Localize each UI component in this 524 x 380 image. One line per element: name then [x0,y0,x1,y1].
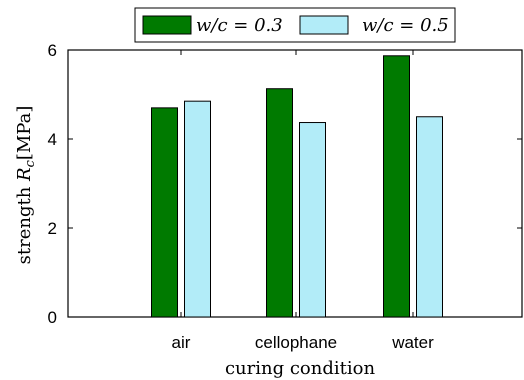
x-axis-label: curing condition [225,358,375,379]
y-tick-label: 6 [48,41,57,60]
y-tick-label: 4 [48,130,57,149]
bar-air-series-1 [151,107,178,318]
y-axis-label: strength Rc[MPa] [14,106,38,265]
bar-cellophane-series-1 [266,88,293,318]
y-axis-ticks: 0 2 4 6 [48,41,522,327]
plot-area [67,49,523,318]
axes-box [67,49,523,318]
bars [151,55,443,318]
y-axis-label-subscript: c [23,159,38,167]
x-tick-label-air: air [172,333,191,352]
y-tick-label: 0 [48,308,57,327]
legend-swatch-series-2 [299,15,349,35]
bar-cellophane-series-2 [299,122,326,318]
x-axis-ticks: air cellophane water [172,50,434,352]
y-tick-label: 2 [48,219,57,238]
x-tick-label-water: water [391,333,434,352]
legend: w/c = 0.3 w/c = 0.5 [134,7,456,43]
y-axis-label-symbol: R [14,167,35,182]
bar-water-series-1 [383,55,410,318]
legend-label-series-1: w/c = 0.3 [196,15,283,36]
x-tick-label-cellophane: cellophane [255,333,337,352]
y-axis-label-unit: [MPa] [14,106,35,161]
legend-swatch-series-1 [142,15,192,35]
plot-background [68,50,522,317]
bar-water-series-2 [416,116,443,318]
bar-air-series-2 [184,100,211,318]
y-axis-label-prefix: strength [14,181,35,264]
legend-label-series-2: w/c = 0.5 [362,15,449,36]
